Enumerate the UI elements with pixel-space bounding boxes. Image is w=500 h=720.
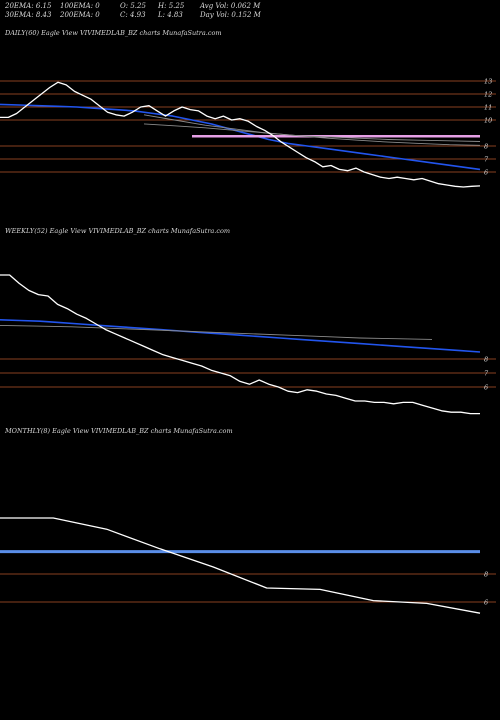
panel-weekly-title: WEEKLY(52) Eagle View VIVIMEDLAB_BZ char…: [5, 227, 230, 235]
y-tick-label: 6: [484, 169, 488, 177]
stat-avg-vol: Avg Vol: 0.062 M: [199, 2, 261, 10]
y-tick-label: 10: [484, 117, 492, 125]
series-ema_blue-line-1: [0, 103, 481, 171]
y-tick-label: 8: [484, 571, 488, 579]
y-tick-label: 11: [484, 104, 492, 112]
y-tick-label: 13: [484, 78, 492, 86]
y-tick-label: 8: [484, 143, 488, 151]
stat-100ema: 100EMA: 0: [60, 2, 100, 10]
panel-weekly: 8 7 6: [0, 274, 496, 415]
stat-20ema: 20EMA: 6.15: [4, 2, 52, 10]
panel-monthly: 86: [0, 517, 496, 614]
stat-day-vol: Day Vol: 0.152 M: [199, 11, 262, 19]
series-grey-line-1: [0, 324, 433, 340]
series-grey-line-1: [143, 123, 481, 142]
stat-close: C: 4.93: [120, 11, 146, 19]
y-tick-label: 7: [484, 156, 489, 164]
y-tick-label: 12: [484, 91, 492, 99]
panel-daily: 13 12 11 10 8 7 6: [0, 78, 496, 188]
panel-daily-title: DAILY(60) Eagle View VIVIMEDLAB_BZ chart…: [4, 29, 222, 37]
series-price-line-1: [0, 274, 480, 415]
series-ema_blue-line-1: [0, 319, 481, 353]
stat-high: H: 5.25: [157, 2, 185, 10]
y-tick-label: 6: [484, 384, 488, 392]
stat-200ema: 200EMA: 0: [59, 11, 100, 19]
stat-low: L: 4.83: [157, 11, 183, 19]
y-tick-label: 6: [484, 599, 488, 607]
panel-monthly-title: MONTHLY(8) Eagle View VIVIMEDLAB_BZ char…: [4, 427, 233, 435]
y-tick-label: 8: [484, 356, 488, 364]
series-grey-line-2: [143, 114, 481, 146]
stat-open: O: 5.25: [120, 2, 146, 10]
series-price-line-1: [0, 517, 481, 614]
series-price-line-1: [0, 81, 481, 188]
y-tick-label: 7: [484, 370, 489, 378]
stat-30ema: 30EMA: 8.43: [5, 11, 52, 19]
